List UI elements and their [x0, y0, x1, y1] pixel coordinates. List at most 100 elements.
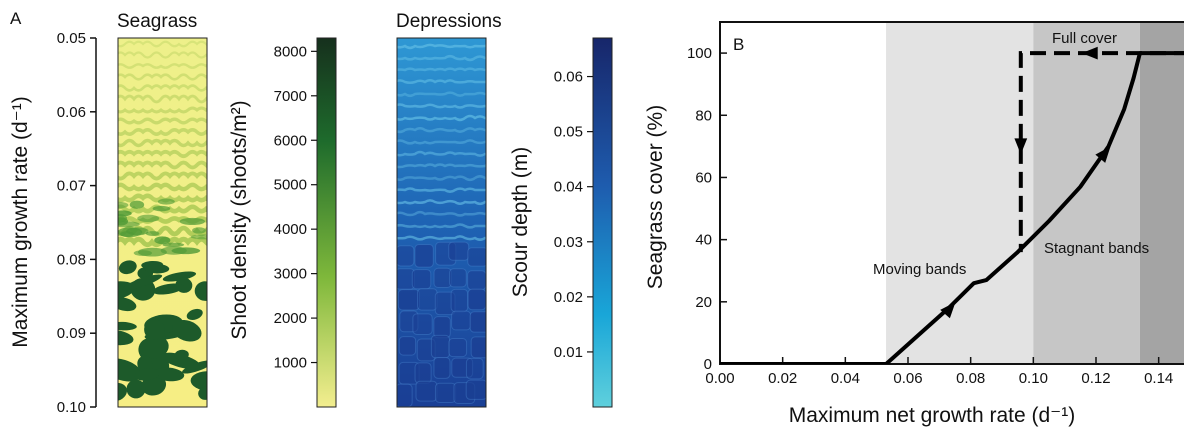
seagrass-patch — [190, 371, 207, 392]
seagrass-band — [118, 84, 207, 92]
depressions-heatmap — [396, 37, 487, 408]
depression-cell — [451, 357, 474, 378]
panel-b-ytick-label: 20 — [695, 294, 712, 311]
depression-ridge — [397, 175, 486, 182]
seagrass-band — [118, 204, 207, 214]
seagrass-band — [118, 63, 207, 69]
depression-ridge — [397, 210, 486, 217]
scour-cbar-ticks: 0.01 0.02 0.03 0.04 0.05 0.06 — [554, 69, 593, 361]
seagrass-patch — [186, 308, 203, 320]
panel-b-xtick-label: 0.04 — [831, 370, 860, 387]
shoot-cbar-tick-label: 6000 — [274, 132, 307, 149]
growth-regime-region — [886, 22, 1034, 364]
seagrass-patch — [129, 200, 145, 209]
depression-ridge — [397, 235, 486, 241]
depression-cell — [411, 269, 432, 290]
trajectory-arrow — [940, 301, 956, 319]
seagrass-patch — [152, 283, 184, 295]
growth-regime-region — [1139, 22, 1184, 364]
solid-trajectory-line — [720, 51, 1184, 364]
shoot-cbar-tick-label: 1000 — [274, 355, 307, 372]
seagrass-band — [118, 94, 207, 104]
shoot-cbar-tick-label: 3000 — [274, 266, 307, 283]
depression-cell — [398, 336, 417, 356]
shoot-cbar-tick-label: 8000 — [274, 43, 307, 60]
seagrass-patch — [118, 201, 129, 209]
shoot-cbar-tick-label: 7000 — [274, 88, 307, 105]
depression-cell — [414, 362, 432, 384]
panel-b-ytick-label: 60 — [695, 169, 712, 186]
panel-b-ylabel: Seagrass cover (%) — [644, 105, 667, 289]
depression-cell — [465, 357, 484, 380]
depression-ridge — [397, 79, 486, 84]
shoot-cbar-ticks: 1000 2000 3000 4000 5000 6000 7000 8000 — [274, 43, 317, 372]
seagrass-band — [118, 128, 207, 136]
shoot-cbar-tick-label: 4000 — [274, 221, 307, 238]
seagrass-patch — [190, 234, 207, 240]
seagrass-patch — [145, 231, 160, 236]
seagrass-patch — [160, 352, 201, 370]
scour-cbar-tick-label: 0.03 — [554, 234, 583, 251]
seagrass-patch — [118, 210, 132, 217]
depression-ridge — [397, 199, 486, 206]
trajectory-arrow — [1081, 46, 1098, 60]
trajectory-arrow — [1014, 138, 1028, 155]
annotation-stagnant-bands: Stagnant bands — [1044, 240, 1149, 257]
panel-b-xtick-label: 0.06 — [893, 370, 922, 387]
seagrass-band — [118, 106, 207, 114]
seagrass-band — [118, 160, 207, 170]
depression-cell — [433, 316, 451, 339]
seagrass-patch — [118, 260, 137, 275]
seagrass-patch — [153, 367, 185, 382]
depression-ridge — [397, 43, 486, 50]
panel-b-xlabel: Maximum net growth rate (d⁻¹) — [789, 404, 1076, 427]
depression-cell — [430, 334, 451, 359]
depression-cell — [467, 270, 486, 291]
depression-ridge — [397, 114, 486, 122]
depression-cell — [469, 311, 486, 333]
depression-ridge — [397, 126, 486, 134]
seagrass-patch — [171, 247, 201, 255]
panel-b-ytick-label: 40 — [695, 232, 712, 249]
depression-cell — [448, 241, 470, 261]
depression-cell — [467, 288, 486, 311]
panel-b-xticks: 0.00 0.02 0.04 0.06 0.08 0.10 0.12 0.14 — [705, 357, 1173, 387]
depression-cell — [412, 313, 433, 335]
seagrass-patch — [144, 319, 165, 340]
seagrass-patch — [162, 242, 185, 247]
panel-a-ytick-label: 0.06 — [57, 104, 86, 121]
seagrass-patch — [142, 336, 169, 359]
panel-a-letter: A — [10, 9, 22, 28]
panel-b-ytick-label: 80 — [695, 107, 712, 124]
panel-a-ylabel: Maximum growth rate (d⁻¹) — [9, 96, 32, 347]
annotation-full-cover: Full cover — [1052, 30, 1117, 47]
panel-b-frame — [719, 21, 1184, 365]
depression-cell — [397, 383, 413, 407]
seagrass-patch — [118, 358, 142, 382]
scour-cbar-tick-label: 0.06 — [554, 69, 583, 86]
panel-b-ytick-label: 0 — [704, 356, 712, 373]
depression-cell — [433, 267, 452, 288]
seagrass-patch — [118, 329, 134, 346]
annotation-moving-bands: Moving bands — [873, 261, 966, 278]
trajectory-arrow — [1095, 146, 1111, 163]
seagrass-band — [118, 182, 207, 192]
depression-ridge — [397, 91, 486, 98]
seagrass-patch — [122, 274, 163, 291]
seagrass-patch — [162, 271, 197, 282]
depression-cell — [434, 382, 457, 403]
depression-ridge — [397, 150, 486, 157]
scour-cbar-tick-label: 0.01 — [554, 344, 583, 361]
seagrass-patch — [134, 368, 160, 381]
seagrass-patch — [172, 319, 202, 342]
scour-depth-colorbar — [592, 37, 613, 408]
seagrass-patch — [144, 264, 170, 274]
seagrass-band — [118, 149, 207, 159]
seagrass-patch — [118, 221, 140, 228]
depression-cell — [414, 243, 434, 268]
depression-cell — [465, 379, 486, 400]
seagrass-patch — [120, 231, 134, 237]
seagrass-patch — [194, 281, 207, 301]
shoot-cbar-tick-label: 5000 — [274, 177, 307, 194]
